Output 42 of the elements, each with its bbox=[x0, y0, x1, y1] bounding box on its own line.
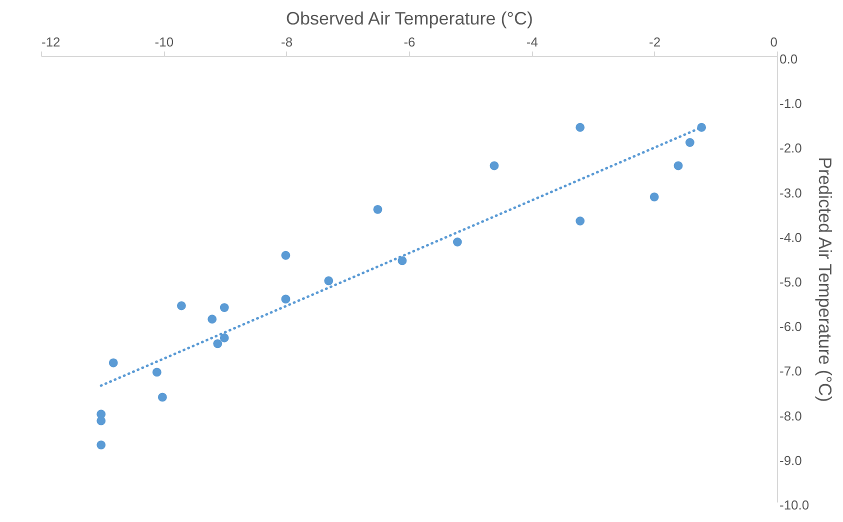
point bbox=[398, 256, 407, 266]
point bbox=[213, 339, 222, 348]
x-axis-title: Observed Air Temperature (°C) bbox=[286, 8, 533, 28]
point bbox=[697, 122, 706, 132]
point bbox=[281, 250, 290, 260]
x-tick-label: 0 bbox=[770, 34, 778, 50]
y-tick-label: -4.0 bbox=[780, 230, 802, 245]
x-tick-label: -6 bbox=[404, 34, 416, 50]
y-tick-label: 0.0 bbox=[780, 52, 798, 66]
y-tick-label: -9.0 bbox=[780, 452, 802, 468]
point bbox=[576, 216, 585, 226]
y-tick-label: -8.0 bbox=[780, 408, 802, 424]
x-tick-label: -4 bbox=[526, 34, 538, 50]
x-tick-label: -12 bbox=[42, 34, 60, 50]
point bbox=[220, 333, 229, 342]
point bbox=[490, 161, 499, 170]
point bbox=[220, 303, 229, 312]
y-tick-label: -1.0 bbox=[780, 96, 802, 112]
y-tick-label: -2.0 bbox=[780, 140, 802, 156]
point bbox=[152, 368, 162, 377]
point bbox=[650, 192, 659, 202]
point bbox=[108, 358, 118, 368]
point bbox=[674, 161, 683, 170]
point bbox=[324, 276, 334, 286]
y-tick-label: -6.0 bbox=[780, 319, 802, 334]
point bbox=[452, 238, 462, 246]
y-tick-label: -5.0 bbox=[780, 274, 802, 290]
y-tick-label: -3.0 bbox=[780, 185, 802, 200]
y-tick-label: -10.0 bbox=[780, 498, 810, 512]
point bbox=[685, 138, 694, 147]
y-tick-label: -7.0 bbox=[780, 364, 802, 379]
y-axis-title: Predicted Air Temperature (°C) bbox=[815, 157, 836, 402]
x-tick-label: -8 bbox=[281, 34, 293, 50]
point bbox=[176, 301, 186, 310]
point bbox=[281, 294, 290, 304]
x-tick-label: -10 bbox=[154, 34, 174, 50]
x-tick-label: -2 bbox=[649, 34, 661, 50]
point bbox=[576, 122, 585, 132]
point bbox=[158, 392, 167, 402]
point bbox=[373, 204, 382, 214]
point bbox=[96, 440, 106, 450]
point bbox=[208, 314, 217, 324]
